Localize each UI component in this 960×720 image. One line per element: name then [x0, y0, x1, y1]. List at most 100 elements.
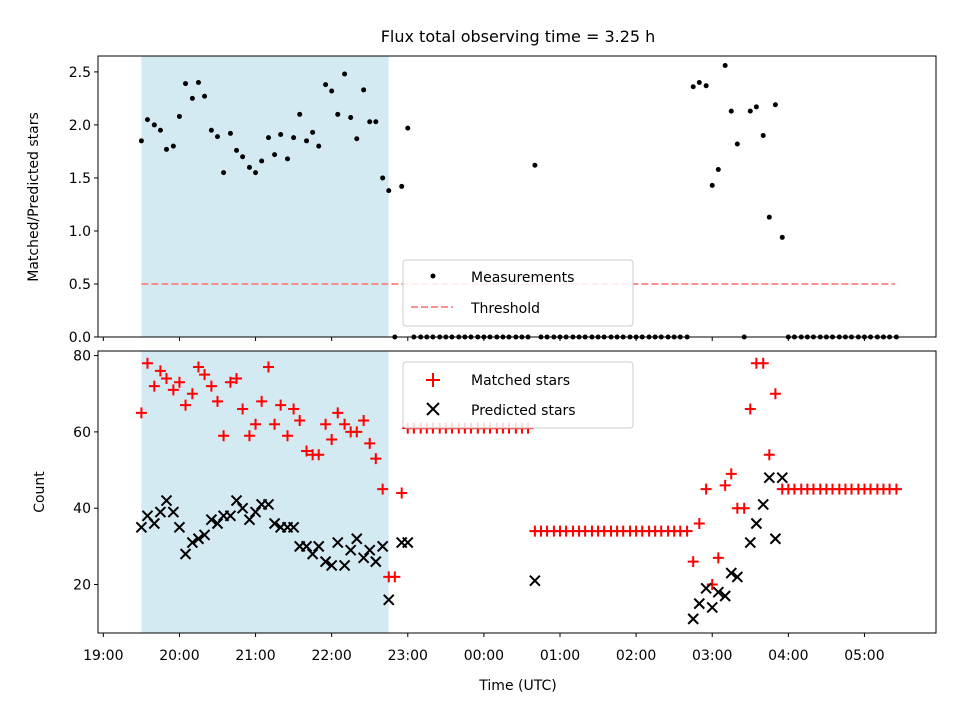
matched-star-point: [186, 388, 198, 400]
matched-star-point: [205, 380, 217, 392]
measurement-point: [285, 156, 291, 162]
predicted-star-point: [744, 536, 756, 549]
top-y-axis: 0.0 0.5 1.0 1.5 2.0 2.5: [69, 65, 98, 346]
predicted-star-point: [192, 533, 205, 545]
measurement-point: [291, 135, 297, 141]
measurement-point: [272, 152, 278, 158]
predicted-star-point: [712, 586, 725, 598]
legend-measurements-label: Measurements: [471, 270, 574, 286]
bottom-x-tick-label: 21:00: [235, 648, 275, 664]
bottom-y-tick-label: 60: [73, 425, 91, 441]
measurement-point: [342, 71, 348, 77]
matched-star-point: [725, 468, 737, 480]
legend-predicted-label: Predicted stars: [471, 403, 576, 419]
top-y-tick-label: 0.5: [69, 277, 91, 293]
matched-star-point: [141, 357, 153, 369]
matched-star-point: [313, 449, 325, 461]
measurement-point: [772, 102, 778, 108]
bottom-x-label: Time (UTC): [478, 678, 556, 694]
measurement-point: [405, 125, 411, 131]
bottom-y-tick-label: 20: [73, 578, 91, 594]
predicted-star-point: [351, 533, 363, 545]
measurement-point: [696, 80, 702, 86]
predicted-star-point: [249, 506, 262, 518]
predicted-star-point: [211, 517, 224, 530]
measurement-point: [297, 111, 303, 117]
predicted-star-point: [725, 567, 737, 579]
measurement-point: [348, 115, 354, 121]
matched-star-point: [769, 388, 781, 400]
top-legend-box: [402, 259, 634, 327]
measurement-point: [265, 135, 271, 141]
measurement-point: [157, 127, 163, 133]
measurement-point: [234, 147, 240, 153]
predicted-star-point: [167, 506, 180, 518]
bottom-y-tick-label: 80: [73, 349, 91, 365]
measurement-point: [766, 214, 772, 220]
matched-star-point: [243, 430, 255, 442]
matched-star-point: [763, 449, 775, 461]
measurement-point: [189, 95, 195, 101]
matched-star-point: [275, 399, 287, 411]
measurement-point: [753, 104, 759, 110]
predicted-star-point: [154, 506, 167, 518]
predicted-star-point: [757, 498, 769, 511]
matched-star-point: [250, 418, 262, 430]
matched-star-point: [389, 571, 401, 583]
matched-star-point: [693, 517, 705, 529]
predicted-star-point: [186, 536, 199, 549]
top-y-label: Matched/Predicted stars: [26, 112, 42, 282]
measurement-point: [208, 127, 214, 133]
measurement-point: [722, 63, 728, 69]
measurement-point: [278, 131, 284, 137]
matched-star-point: [890, 483, 902, 495]
bottom-y-label: Count: [32, 471, 48, 513]
predicted-star-point: [325, 559, 338, 572]
matched-star-point: [326, 434, 338, 446]
matched-star-point: [211, 395, 223, 407]
predicted-star-point: [332, 536, 344, 549]
predicted-star-point: [364, 544, 376, 556]
predicted-star-point: [731, 571, 744, 583]
top-legend: Measurements Threshold: [402, 259, 634, 327]
matched-star-point: [148, 380, 160, 392]
measurement-point: [183, 81, 189, 87]
bottom-x-tick-label: 02:00: [616, 648, 656, 664]
predicted-star-point: [224, 510, 237, 522]
measurement-point: [227, 130, 233, 136]
measurement-point: [690, 84, 696, 90]
measurement-point: [170, 143, 176, 149]
top-y-tick-label: 1.0: [69, 224, 91, 240]
predicted-star-point: [268, 517, 281, 530]
measurement-point: [354, 136, 360, 142]
matched-star-point: [738, 502, 750, 514]
matched-star-point: [282, 430, 294, 442]
predicted-star-point: [179, 548, 192, 560]
measurement-point: [195, 80, 201, 86]
matched-star-point: [135, 407, 147, 419]
matched-star-point: [167, 384, 179, 396]
predicted-star-point: [719, 590, 731, 602]
measurement-point: [151, 122, 157, 128]
bottom-x-tick-label: 01:00: [540, 648, 580, 664]
matched-star-point: [180, 399, 192, 411]
matched-star-point: [224, 376, 236, 388]
measurement-point: [316, 143, 322, 149]
matched-star-point: [294, 414, 306, 426]
measurement-point: [709, 182, 715, 188]
measurement-point: [532, 162, 538, 168]
measurement-point: [335, 111, 341, 117]
legend-threshold-label: Threshold: [470, 301, 540, 317]
predicted-star-point: [148, 517, 161, 530]
matched-star-point: [364, 437, 376, 449]
predicted-star-point: [160, 494, 173, 507]
measurement-point: [221, 170, 227, 176]
legend-matched-label: Matched stars: [471, 373, 570, 389]
bottom-plot-frame: [97, 350, 937, 634]
matched-star-point: [192, 361, 204, 373]
matched-star-point: [218, 430, 230, 442]
matched-star-point: [351, 426, 363, 438]
predicted-star-point: [402, 536, 414, 549]
measurement-point: [144, 117, 150, 123]
top-y-tick-label: 2.0: [69, 118, 91, 134]
